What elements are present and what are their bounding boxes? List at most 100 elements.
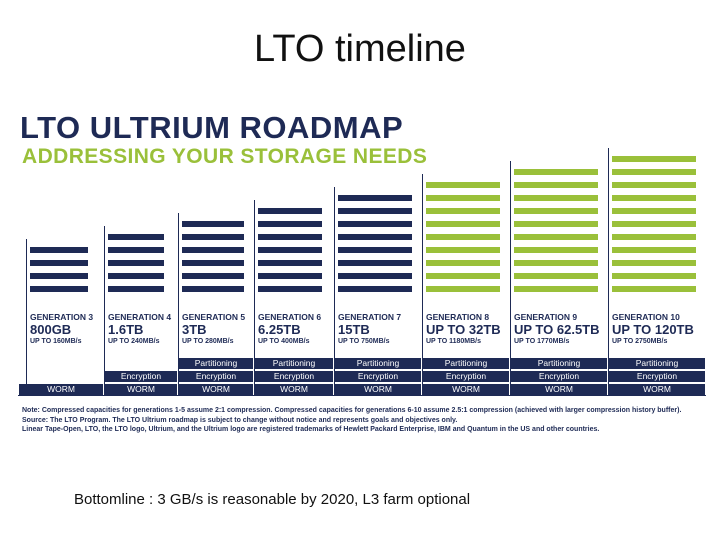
tape-stack-bar [338,260,412,266]
tape-stack-bar [612,156,696,162]
feature-row-underline [18,395,706,396]
feature-worm: WORM [423,384,509,395]
feature-encryption: Encryption [423,371,509,382]
generation-columns: GENERATION 3 800GB UP TO 160MB/s WORM GENERA… [14,88,718,470]
tape-stack-bar [108,247,164,253]
tape-stack-bar [338,234,412,240]
tape-stack-bar [612,169,696,175]
tape-stack-bar [338,247,412,253]
roadmap-notes: Note: Compressed capacities for generati… [22,406,712,435]
note-source: Source: The LTO Program. The LTO Ultrium… [22,416,458,424]
generation-speed: UP TO 1180MB/s [426,338,481,345]
feature-encryption: Encryption [335,371,421,382]
feature-encryption: Encryption [255,371,333,382]
column-divider [608,148,609,396]
tape-stack-bar [612,208,696,214]
tape-stack-bar [108,234,164,240]
column-divider [104,226,105,396]
tape-stack-bar [30,286,88,292]
feature-worm: WORM [179,384,253,395]
slide-title: LTO timeline [254,28,466,70]
tape-stack-bar [514,195,598,201]
tape-stack-bar [338,208,412,214]
generation-capacity: UP TO 32TB [426,322,501,337]
tape-stack-bar [338,221,412,227]
tape-stack-bar [612,273,696,279]
generation-speed: UP TO 1770MB/s [514,338,570,345]
tape-stack-bar [514,260,598,266]
feature-partitioning: Partitioning [423,358,509,369]
tape-stack-bar [258,273,322,279]
generation-speed: UP TO 2750MB/s [612,338,668,345]
tape-stack-bar [258,234,322,240]
tape-stack-bar [612,221,696,227]
tape-stack-bar [514,221,598,227]
column-divider [178,213,179,396]
tape-stack-bar [258,260,322,266]
feature-worm: WORM [255,384,333,395]
feature-encryption: Encryption [105,371,177,382]
generation-capacity: 15TB [338,322,370,337]
tape-stack-bar [182,221,244,227]
generation-label: GENERATION 7 [338,312,402,322]
feature-partitioning: Partitioning [179,358,253,369]
tape-stack-bar [426,286,500,292]
feature-encryption: Encryption [511,371,607,382]
tape-stack-bar [426,221,500,227]
tape-stack-bar [514,247,598,253]
note-trademarks: Linear Tape-Open, LTO, the LTO logo, Ult… [22,426,600,433]
generation-capacity: 800GB [30,322,72,337]
generation-capacity: 3TB [182,322,207,337]
feature-encryption: Encryption [179,371,253,382]
feature-partitioning: Partitioning [609,358,705,369]
tape-stack-bar [612,286,696,292]
generation-speed: UP TO 160MB/s [30,338,82,345]
tape-stack-bar [426,208,500,214]
tape-stack-bar [258,221,322,227]
tape-stack-bar [108,260,164,266]
tape-stack-bar [514,169,598,175]
tape-stack-bar [30,247,88,253]
tape-stack-bar [426,247,500,253]
tape-stack-bar [258,208,322,214]
tape-stack-bar [182,247,244,253]
generation-speed: UP TO 240MB/s [108,338,160,345]
tape-stack-bar [108,273,164,279]
note-compression: Note: Compressed capacities for generati… [22,407,682,414]
generation-label: GENERATION 10 [612,312,680,322]
feature-worm: WORM [19,384,103,395]
column-divider [254,200,255,396]
generation-capacity: 6.25TB [258,322,301,337]
tape-stack-bar [338,286,412,292]
tape-stack-bar [182,234,244,240]
generation-label: GENERATION 5 [182,312,246,322]
tape-stack-bar [426,260,500,266]
column-divider [422,174,423,396]
column-divider [334,187,335,396]
generation-label: GENERATION 6 [258,312,322,322]
feature-worm: WORM [105,384,177,395]
tape-stack-bar [612,195,696,201]
tape-stack-bar [612,260,696,266]
roadmap-graphic: LTO ULTRIUM ROADMAP ADDRESSING YOUR STOR… [14,88,718,470]
generation-label: GENERATION 8 [426,312,490,322]
column-divider [26,239,27,396]
generation-capacity: UP TO 62.5TB [514,322,600,337]
feature-partitioning: Partitioning [335,358,421,369]
tape-stack-bar [426,182,500,188]
tape-stack-bar [258,286,322,292]
feature-encryption: Encryption [609,371,705,382]
tape-stack-bar [514,273,598,279]
generation-label: GENERATION 3 [30,312,94,322]
feature-worm: WORM [335,384,421,395]
tape-stack-bar [612,182,696,188]
tape-stack-bar [514,234,598,240]
tape-stack-bar [514,208,598,214]
tape-stack-bar [426,273,500,279]
tape-stack-bar [108,286,164,292]
bottomline-text: Bottomline : 3 GB/s is reasonable by 202… [74,491,471,508]
tape-stack-bar [182,260,244,266]
feature-partitioning: Partitioning [255,358,333,369]
tape-stack-bar [426,234,500,240]
roadmap-subline: ADDRESSING YOUR STORAGE NEEDS [22,145,428,168]
